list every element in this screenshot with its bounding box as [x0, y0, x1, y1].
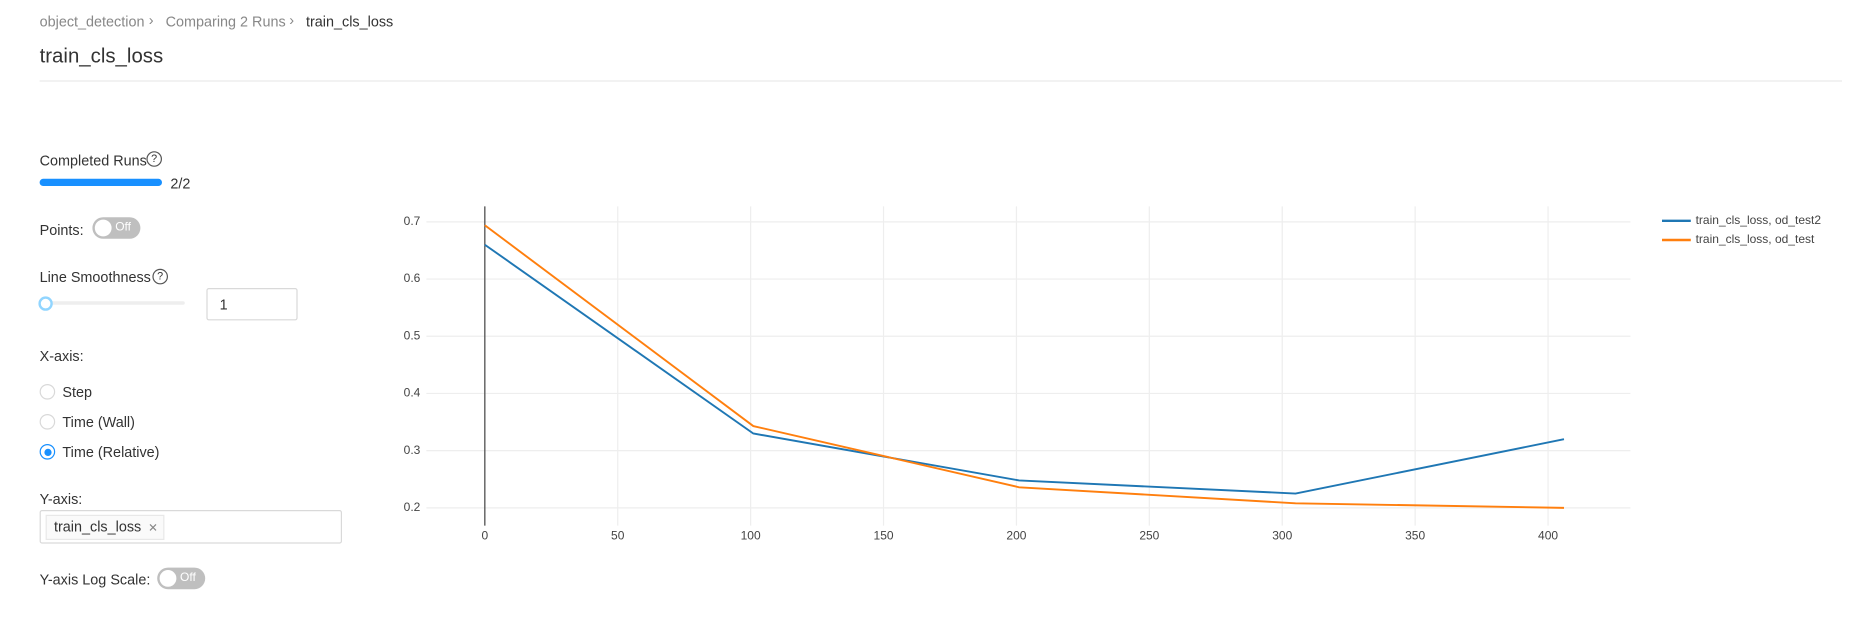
label: Points: [39, 222, 84, 239]
x-tick-label: 100 [741, 529, 761, 543]
x-tick-label: 150 [874, 529, 894, 543]
progress-text: 2/2 [170, 175, 191, 192]
y-tick-label: 0.4 [404, 386, 421, 400]
tag-close[interactable] [148, 523, 157, 531]
help-icon[interactable]: ? [152, 268, 168, 285]
x-tick-label: 200 [1006, 529, 1026, 543]
breadcrumb-link[interactable]: Comparing 2 Runs [165, 13, 286, 31]
toggle[interactable]: Off [157, 567, 206, 590]
radio[interactable] [39, 384, 56, 400]
select[interactable]: train_cls_loss [39, 510, 342, 544]
label: Line Smoothness [39, 268, 151, 286]
radio[interactable] [39, 414, 56, 430]
legend-label: train_cls_loss, od_test [1696, 232, 1815, 246]
x-tick-label: 0 [481, 529, 488, 543]
progress-bar [39, 178, 162, 186]
tag-text: train_cls_loss [54, 518, 142, 536]
radio-checked[interactable] [39, 444, 56, 460]
separator: › [148, 12, 154, 29]
series-line [484, 243, 1565, 495]
input[interactable]: 1 [206, 288, 298, 321]
x-tick-label: 300 [1272, 529, 1292, 543]
tag: train_cls_loss [45, 514, 165, 540]
y-tick-label: 0.6 [404, 271, 421, 285]
label: Completed Runs [39, 152, 147, 170]
y-tick-label: 0.3 [404, 443, 421, 457]
breadcrumb-current: train_cls_loss [306, 13, 394, 31]
breadcrumb-link[interactable]: object_detection [39, 13, 145, 31]
slider-handle[interactable] [38, 296, 53, 311]
input-value: 1 [219, 296, 228, 314]
x-tick-label: 350 [1405, 529, 1425, 543]
divider [39, 80, 1843, 82]
label: Y-axis: [39, 490, 83, 508]
radio-label[interactable]: Time (Relative) [62, 444, 160, 461]
toggle-text: Off [180, 571, 196, 585]
x-tick-label: 400 [1538, 529, 1558, 543]
help-icon[interactable]: ? [146, 151, 162, 167]
label: Y-axis Log Scale: [39, 571, 151, 588]
toggle-text: Off [115, 220, 131, 235]
series-line [484, 224, 1565, 509]
separator: › [289, 12, 294, 29]
legend-label: train_cls_loss, od_test2 [1696, 213, 1822, 227]
x-tick-label: 250 [1139, 529, 1159, 543]
y-tick-label: 0.2 [404, 500, 421, 514]
radio-label[interactable]: Step [62, 384, 93, 401]
x-tick-label: 50 [611, 529, 625, 543]
y-tick-label: 0.7 [404, 214, 421, 228]
radio-label[interactable]: Time (Wall) [62, 414, 135, 431]
page-title: train_cls_loss [39, 44, 164, 68]
toggle[interactable]: Off [92, 217, 141, 239]
label: X-axis: [39, 348, 84, 365]
y-tick-label: 0.5 [404, 328, 421, 342]
slider-track [44, 301, 185, 305]
